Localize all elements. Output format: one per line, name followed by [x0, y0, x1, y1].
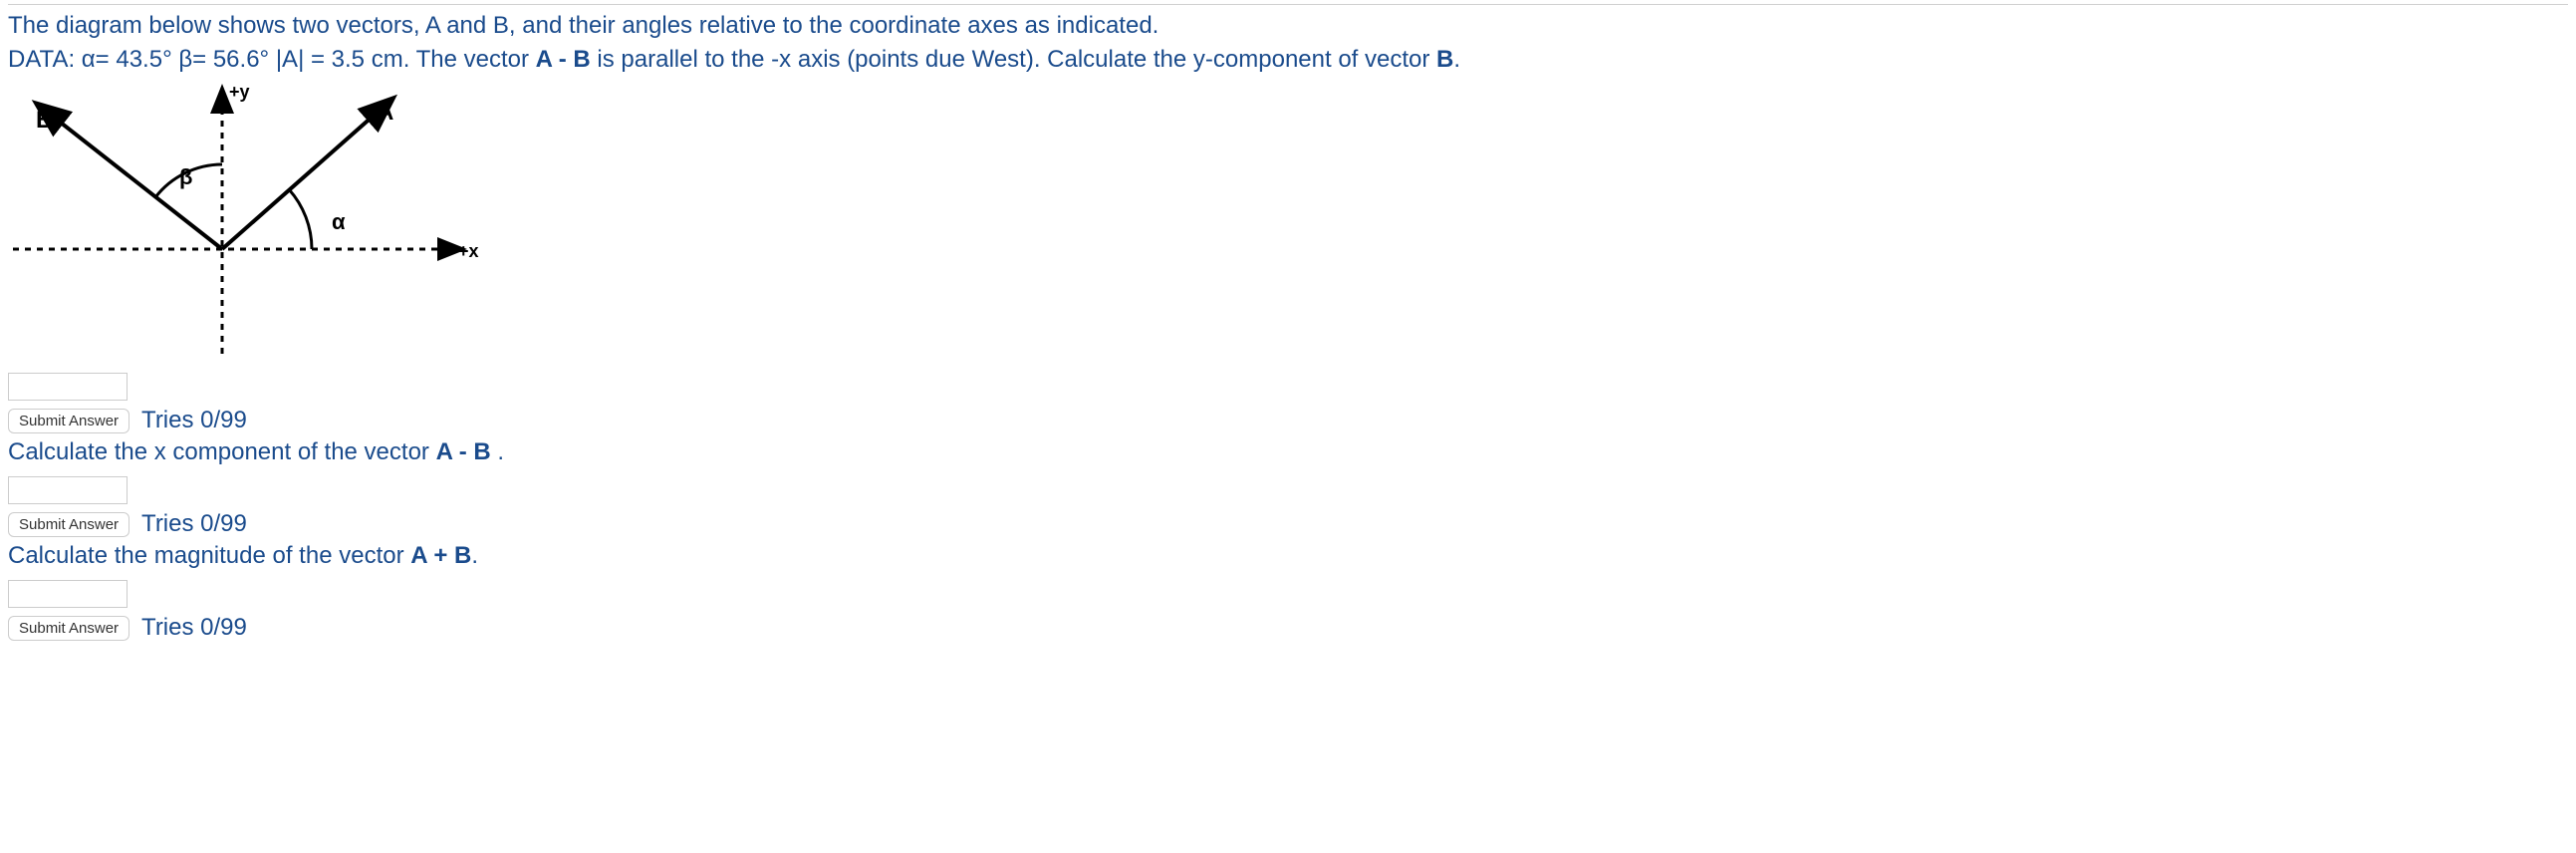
parallel-text: is parallel to the -x axis (points due W… [591, 46, 1436, 73]
tries-3: Tries 0/99 [141, 614, 247, 642]
q3-after: . [471, 542, 478, 569]
mag-unit: cm. The vector [365, 46, 536, 73]
tries-1: Tries 0/99 [141, 407, 247, 434]
deg1: ° [162, 46, 172, 73]
q2-after: . [491, 438, 504, 465]
q3-bold: A + B [410, 542, 471, 569]
beta-prefix: β= [172, 46, 213, 73]
q2-before: Calculate the x component of the vector [8, 438, 436, 465]
vector-b-line [38, 105, 222, 249]
alpha-arc [289, 189, 312, 249]
submit-button-2[interactable]: Submit Answer [8, 512, 129, 537]
tries-2: Tries 0/99 [141, 510, 247, 538]
submit-button-1[interactable]: Submit Answer [8, 409, 129, 433]
question-3: Calculate the magnitude of the vector A … [8, 542, 2568, 570]
vec-amb: A - B [536, 46, 591, 73]
vector-diagram: A B α β +x +y [8, 80, 486, 359]
question-2: Calculate the x component of the vector … [8, 438, 2568, 466]
q2-bold: A - B [436, 438, 491, 465]
label-a: A [377, 99, 393, 126]
label-alpha: α [332, 209, 346, 234]
data-prefix: DATA: α= [8, 46, 116, 73]
label-b: B [36, 107, 53, 134]
problem-statement: The diagram below shows two vectors, A a… [8, 4, 2568, 76]
label-beta: β [179, 164, 192, 189]
alpha-value: 43.5 [116, 46, 162, 73]
mag-prefix: |A| = [269, 46, 332, 73]
answer-input-3[interactable] [8, 580, 128, 608]
vec-b: B [1436, 46, 1453, 73]
problem-line1: The diagram below shows two vectors, A a… [8, 12, 1159, 39]
answer-input-2[interactable] [8, 476, 128, 504]
label-plus-x: +x [458, 241, 479, 261]
beta-value: 56.6 [213, 46, 260, 73]
vector-a-line [222, 100, 391, 249]
submit-button-3[interactable]: Submit Answer [8, 616, 129, 641]
period: . [1453, 46, 1460, 73]
answer-input-1[interactable] [8, 373, 128, 401]
deg2: ° [260, 46, 270, 73]
q3-before: Calculate the magnitude of the vector [8, 542, 410, 569]
label-plus-y: +y [229, 82, 250, 102]
mag-value: 3.5 [332, 46, 365, 73]
